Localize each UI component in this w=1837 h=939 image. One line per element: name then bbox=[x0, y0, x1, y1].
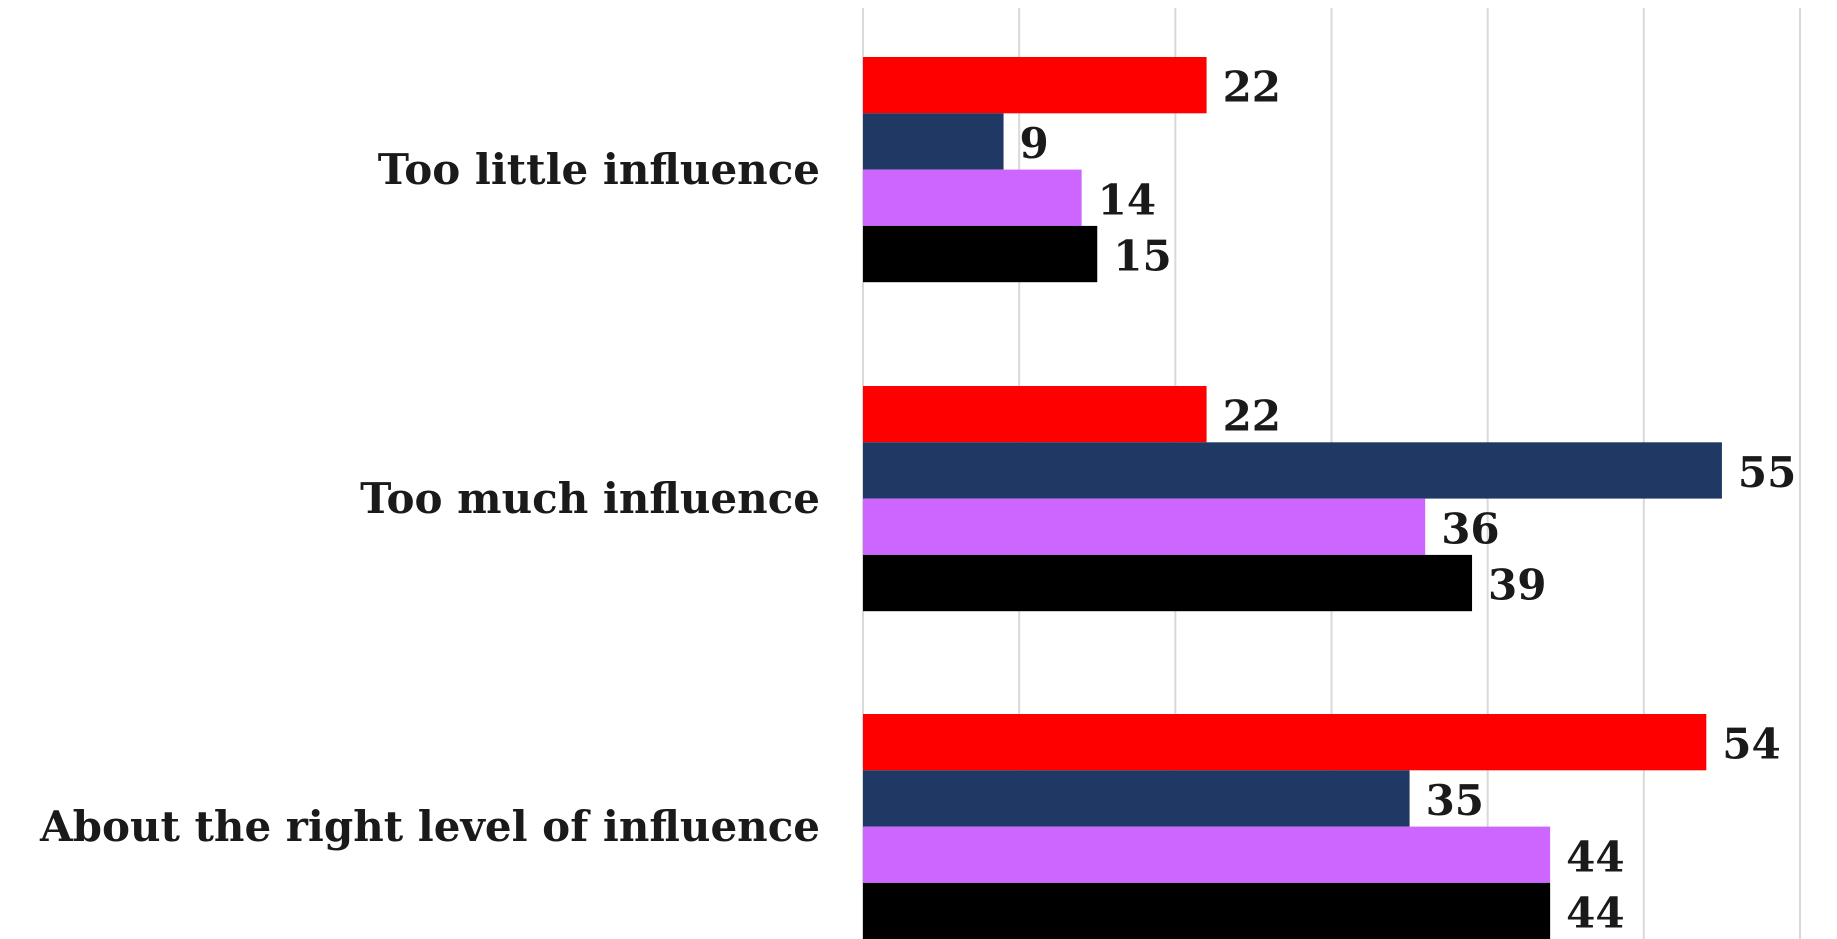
bar bbox=[863, 498, 1426, 555]
data-label: 55 bbox=[1738, 448, 1796, 497]
bar bbox=[863, 442, 1722, 499]
data-labels: 22 9 14 15 22 55 36 39 54 35 44 44 bbox=[1020, 63, 1797, 938]
data-label: 36 bbox=[1441, 504, 1499, 553]
data-label: 44 bbox=[1566, 832, 1624, 881]
category-labels: Too little influence Too much influence Ab… bbox=[39, 145, 820, 851]
bars bbox=[863, 57, 1722, 939]
data-label: 44 bbox=[1566, 889, 1624, 938]
bar bbox=[863, 882, 1551, 939]
bar bbox=[863, 113, 1004, 170]
bar bbox=[863, 225, 1098, 283]
category-label: About the right level of influence bbox=[39, 802, 820, 851]
bar bbox=[863, 386, 1207, 443]
data-label: 39 bbox=[1488, 561, 1546, 610]
bar bbox=[863, 714, 1707, 771]
data-label: 22 bbox=[1223, 392, 1281, 441]
data-label: 14 bbox=[1098, 175, 1156, 224]
data-label: 35 bbox=[1426, 776, 1484, 825]
bar bbox=[863, 770, 1410, 827]
data-label: 9 bbox=[1020, 119, 1049, 168]
category-label: Too much influence bbox=[360, 474, 820, 523]
bar bbox=[863, 169, 1082, 226]
data-label: 54 bbox=[1722, 720, 1780, 769]
category-label: Too little influence bbox=[378, 145, 820, 194]
data-label: 15 bbox=[1113, 232, 1171, 281]
bar bbox=[863, 826, 1551, 883]
bar bbox=[863, 554, 1473, 612]
bar bbox=[863, 57, 1207, 114]
data-label: 22 bbox=[1223, 63, 1281, 112]
